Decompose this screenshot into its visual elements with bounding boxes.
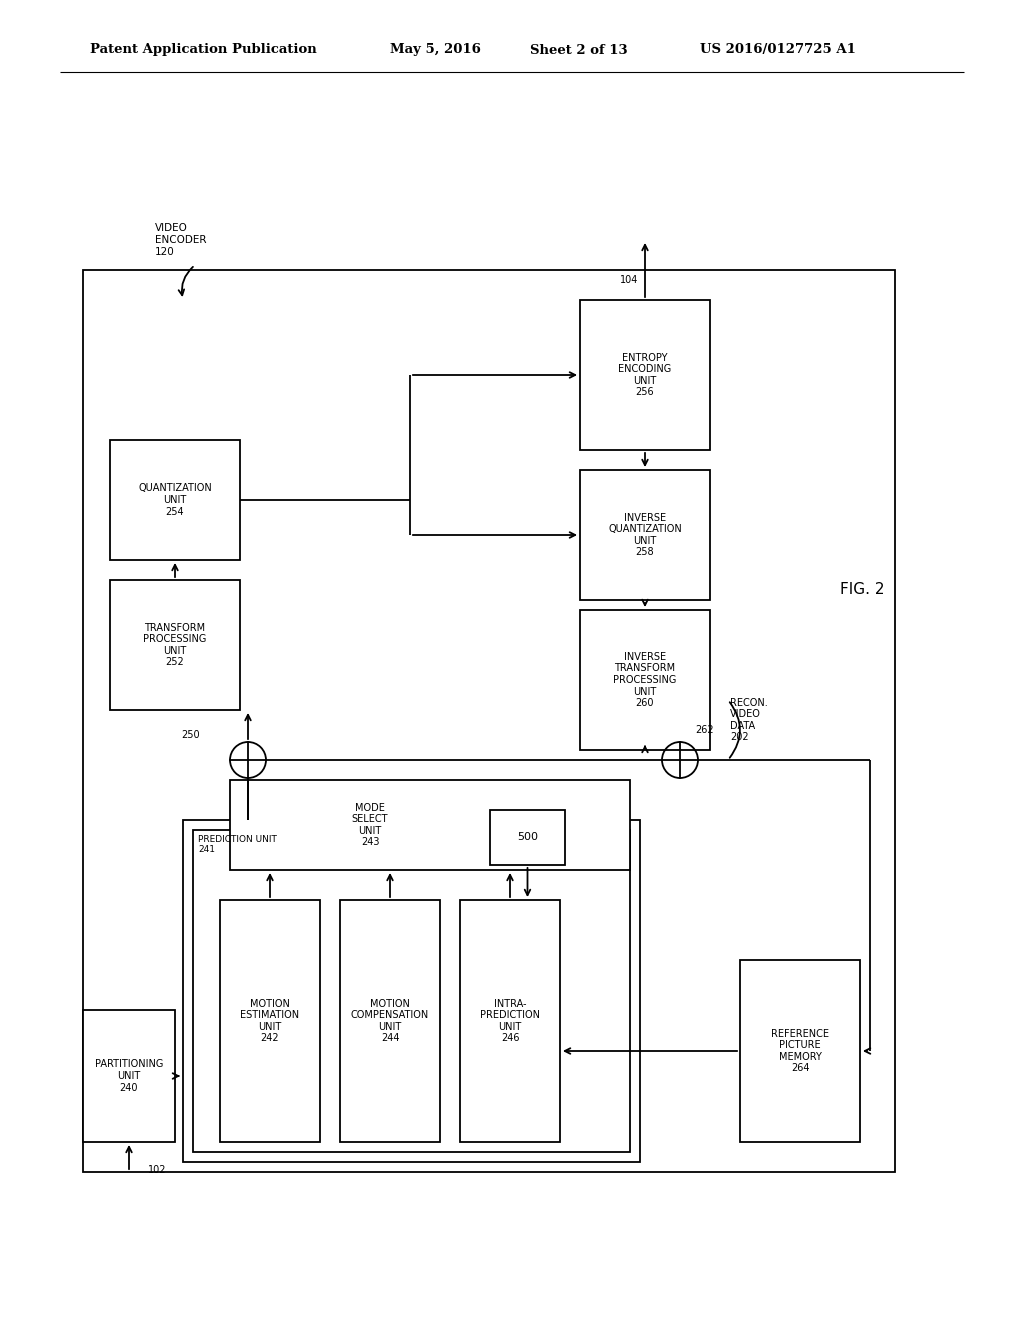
Text: FIG. 2: FIG. 2: [840, 582, 885, 598]
Text: INTRA-
PREDICTION
UNIT
246: INTRA- PREDICTION UNIT 246: [480, 999, 540, 1043]
Bar: [490, 810, 565, 865]
Bar: [183, 820, 640, 1162]
Bar: [83, 1010, 175, 1142]
Text: 500: 500: [517, 833, 538, 842]
Bar: [740, 960, 860, 1142]
Bar: [460, 900, 560, 1142]
Text: 102: 102: [148, 1166, 167, 1175]
Text: 262: 262: [695, 725, 714, 735]
Text: MODE
SELECT
UNIT
243: MODE SELECT UNIT 243: [352, 803, 388, 847]
Text: US 2016/0127725 A1: US 2016/0127725 A1: [700, 44, 856, 57]
Text: RECON.
VIDEO
DATA
202: RECON. VIDEO DATA 202: [730, 697, 768, 742]
Text: 104: 104: [620, 275, 638, 285]
Bar: [83, 271, 895, 1172]
Text: MOTION
ESTIMATION
UNIT
242: MOTION ESTIMATION UNIT 242: [241, 999, 300, 1043]
Bar: [110, 579, 240, 710]
Text: QUANTIZATION
UNIT
254: QUANTIZATION UNIT 254: [138, 483, 212, 516]
Bar: [230, 780, 630, 870]
Bar: [580, 610, 710, 750]
Text: TRANSFORM
PROCESSING
UNIT
252: TRANSFORM PROCESSING UNIT 252: [143, 623, 207, 668]
Bar: [110, 440, 240, 560]
Text: May 5, 2016: May 5, 2016: [390, 44, 481, 57]
Bar: [580, 470, 710, 601]
Text: Sheet 2 of 13: Sheet 2 of 13: [530, 44, 628, 57]
Text: ENTROPY
ENCODING
UNIT
256: ENTROPY ENCODING UNIT 256: [618, 352, 672, 397]
Text: Patent Application Publication: Patent Application Publication: [90, 44, 316, 57]
Bar: [340, 900, 440, 1142]
Text: REFERENCE
PICTURE
MEMORY
264: REFERENCE PICTURE MEMORY 264: [771, 1028, 829, 1073]
Text: PARTITIONING
UNIT
240: PARTITIONING UNIT 240: [95, 1060, 163, 1093]
Text: 250: 250: [181, 730, 200, 741]
Text: VIDEO
ENCODER
120: VIDEO ENCODER 120: [155, 223, 207, 256]
Bar: [580, 300, 710, 450]
Text: MOTION
COMPENSATION
UNIT
244: MOTION COMPENSATION UNIT 244: [351, 999, 429, 1043]
Bar: [220, 900, 319, 1142]
Text: INVERSE
QUANTIZATION
UNIT
258: INVERSE QUANTIZATION UNIT 258: [608, 512, 682, 557]
Text: PREDICTION UNIT
241: PREDICTION UNIT 241: [198, 836, 276, 854]
Text: INVERSE
TRANSFORM
PROCESSING
UNIT
260: INVERSE TRANSFORM PROCESSING UNIT 260: [613, 652, 677, 709]
Bar: [193, 830, 630, 1152]
